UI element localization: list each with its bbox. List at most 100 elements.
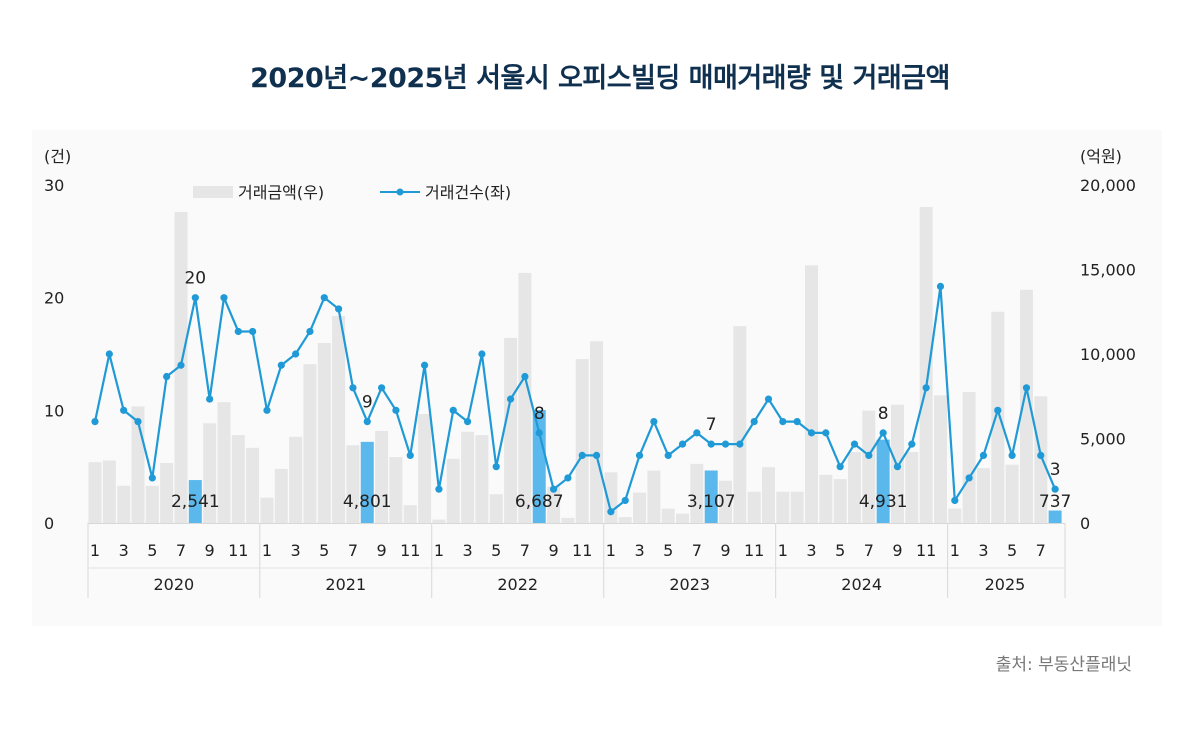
bar [518, 272, 532, 523]
line-point [134, 418, 142, 426]
bar [561, 517, 575, 523]
line-data-label: 8 [878, 404, 889, 424]
bar [805, 265, 818, 523]
line-point [349, 384, 357, 392]
line-data-label: 7 [706, 415, 717, 435]
month-tick-label: 7 [1036, 541, 1046, 560]
month-tick-label: 3 [806, 541, 816, 560]
line-data-label: 20 [184, 269, 206, 289]
line-point [306, 327, 314, 336]
year-label: 2025 [985, 575, 1026, 594]
line-data-label: 9 [362, 393, 373, 413]
month-tick-label: 5 [491, 541, 501, 560]
bar [145, 485, 159, 523]
bar [991, 311, 1005, 523]
line-point [506, 395, 515, 403]
bar [274, 468, 288, 523]
bar [317, 343, 331, 523]
line-point [335, 305, 343, 313]
bar [833, 479, 847, 523]
bar-data-label: 3,107 [687, 492, 736, 512]
line-data-label: 8 [534, 404, 545, 424]
line-point [206, 395, 214, 403]
line-point [678, 440, 687, 448]
line-point [277, 361, 285, 369]
line-point [979, 451, 988, 459]
line-point [793, 418, 801, 426]
line-point [148, 474, 156, 482]
bar [332, 315, 346, 523]
bar [733, 326, 747, 523]
right-axis-tick: 15,000 [1080, 261, 1136, 280]
month-tick-label: 3 [291, 541, 301, 560]
line-point [420, 361, 429, 369]
line-point [234, 327, 242, 336]
bar-data-label: 4,801 [343, 492, 392, 512]
chart-title: 2020년~2025년 서울시 오피스빌딩 매매거래량 및 거래금액 [250, 63, 950, 94]
legend-marker [396, 188, 404, 196]
bar [547, 486, 561, 523]
bar [532, 409, 546, 523]
line-point [922, 384, 930, 392]
line-series [93, 285, 1057, 513]
line-point [320, 294, 328, 302]
bar [88, 462, 102, 523]
month-tick-label: 5 [319, 541, 329, 560]
bar [948, 508, 962, 523]
bar [847, 452, 861, 523]
line-point [822, 429, 830, 437]
line-point [363, 418, 371, 426]
month-tick-label: 5 [835, 541, 845, 560]
line-point [721, 440, 730, 448]
month-tick-label: 3 [634, 541, 644, 560]
bar [260, 497, 274, 523]
year-label: 2024 [841, 575, 882, 594]
bar [231, 435, 245, 523]
line-point [1037, 451, 1045, 459]
bar [976, 468, 990, 523]
line-point [994, 406, 1002, 414]
line-point [392, 406, 400, 414]
right-axis-unit: (억원) [1080, 147, 1122, 166]
month-tick-label: 1 [262, 541, 272, 560]
line-point [951, 496, 959, 505]
line-point [220, 294, 228, 302]
line-point [750, 418, 758, 426]
bar [403, 505, 417, 523]
bar [246, 447, 260, 523]
line-point [478, 350, 486, 358]
line-point [592, 451, 601, 459]
year-label: 2020 [153, 575, 194, 594]
line-point [578, 451, 586, 459]
month-tick-label: 11 [572, 541, 592, 560]
left-axis-tick: 10 [44, 401, 64, 420]
line-point [807, 429, 816, 437]
month-tick-label: 7 [348, 541, 358, 560]
right-axis-tick: 5,000 [1080, 430, 1126, 449]
line-point [535, 429, 543, 437]
month-tick-label: 11 [744, 541, 764, 560]
bar [633, 492, 647, 523]
line-point [1051, 485, 1059, 493]
bar [504, 337, 518, 523]
bar-data-label: 4,931 [859, 492, 908, 512]
bar [704, 470, 718, 523]
right-axis-tick: 20,000 [1080, 176, 1136, 195]
bar [776, 491, 790, 523]
bar [661, 508, 675, 523]
bar [418, 413, 432, 523]
bar [375, 430, 389, 523]
bar [676, 513, 690, 523]
line-point [292, 350, 300, 358]
bar [790, 491, 804, 523]
bar [1034, 396, 1048, 523]
month-tick-label: 7 [520, 541, 530, 560]
month-tick-label: 9 [205, 541, 215, 560]
left-axis-tick: 0 [44, 514, 54, 533]
bar [876, 439, 890, 523]
bar [590, 341, 604, 523]
month-tick-label: 9 [892, 541, 902, 560]
bar [647, 470, 661, 523]
bar-data-label: 737 [1039, 492, 1071, 512]
line-point [105, 350, 113, 358]
